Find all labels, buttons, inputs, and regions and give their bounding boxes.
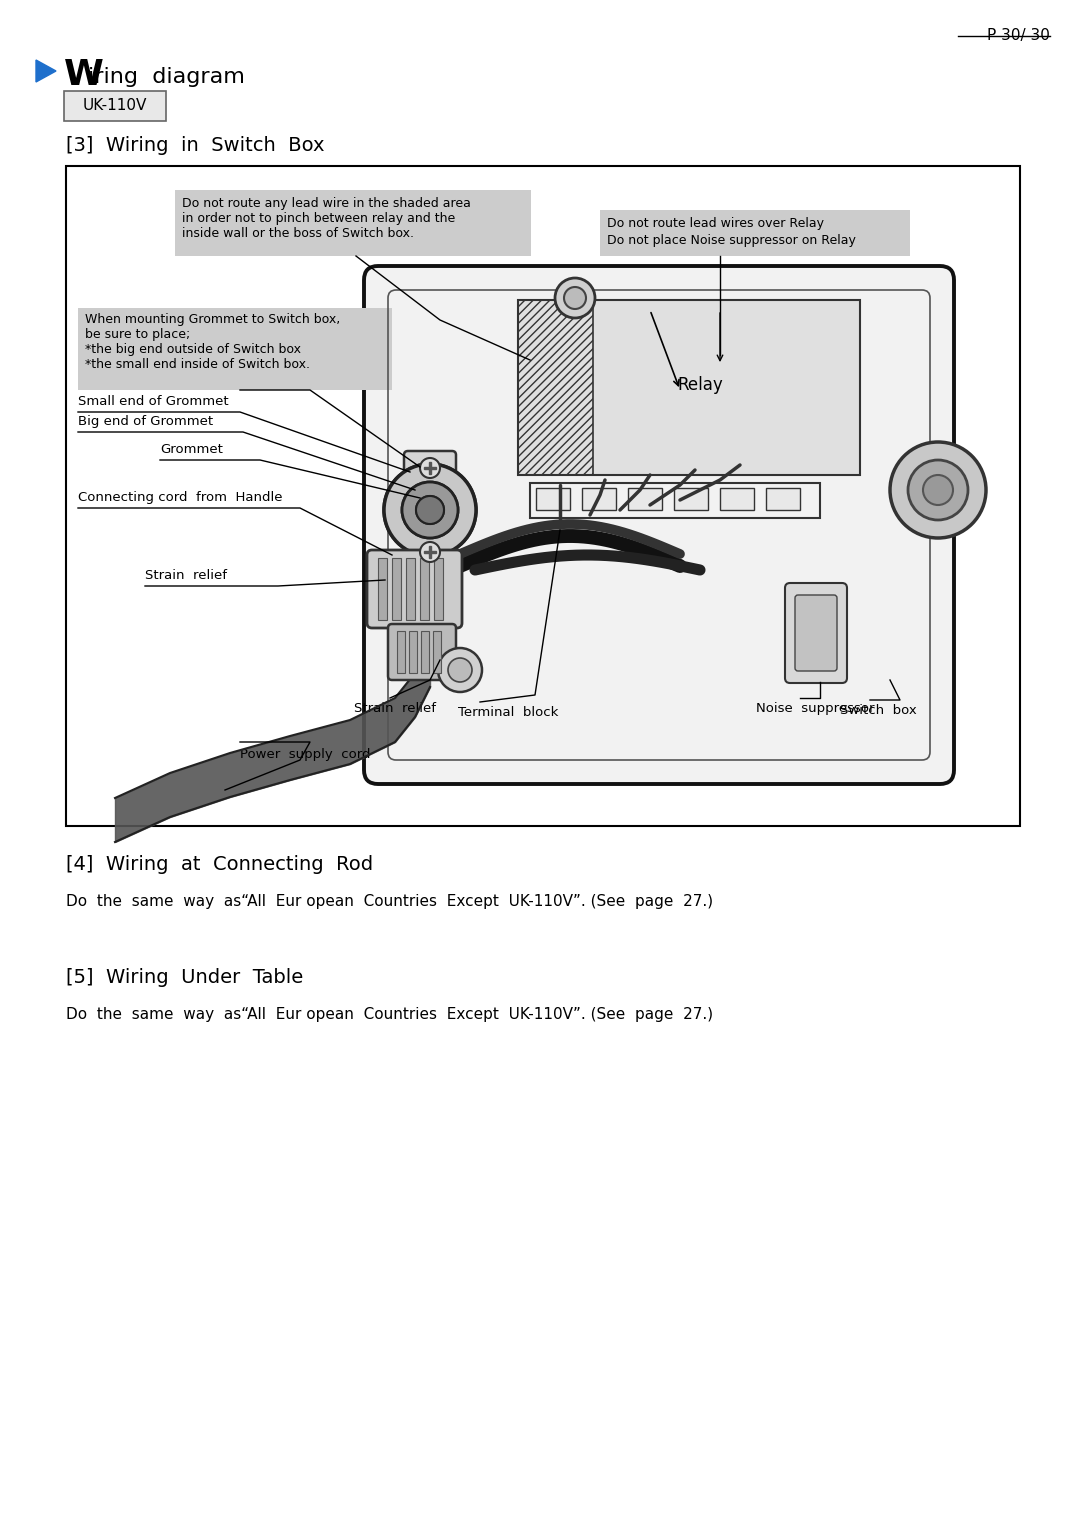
Circle shape [416,497,444,524]
Bar [378,558,387,620]
Bar [175,189,531,257]
Text: Big end of Grommet: Big end of Grommet [78,416,213,428]
FancyBboxPatch shape [364,266,954,784]
Text: Do  the  same  way  as“All  Eur opean  Countries  Except  UK-110V”. (See  page  : Do the same way as“All Eur opean Countri… [66,894,713,909]
Text: Do not place Noise suppressor on Relay: Do not place Noise suppressor on Relay [607,234,855,248]
Text: Switch  box: Switch box [840,704,917,717]
Bar [424,468,436,469]
Bar [600,209,910,257]
Circle shape [416,497,444,524]
Circle shape [438,648,482,692]
Bar [720,487,754,510]
Circle shape [890,442,986,538]
FancyBboxPatch shape [785,584,847,683]
Text: *the big end outside of Switch box: *the big end outside of Switch box [85,342,301,356]
FancyBboxPatch shape [404,451,456,571]
Circle shape [555,278,595,318]
Bar [433,631,441,672]
Circle shape [564,287,586,309]
FancyBboxPatch shape [388,623,456,680]
Text: Power  supply  cord: Power supply cord [240,749,370,761]
Bar [766,487,800,510]
Bar [78,309,392,390]
Text: Terminal  block: Terminal block [458,706,558,720]
Polygon shape [36,60,56,83]
Text: Noise  suppressor: Noise suppressor [756,701,875,715]
Text: W: W [64,58,104,92]
Bar [530,483,820,518]
Bar [627,487,662,510]
Bar [434,558,443,620]
Circle shape [402,481,458,538]
Circle shape [908,460,968,520]
Bar [429,545,431,558]
Text: Connecting cord  from  Handle: Connecting cord from Handle [78,490,283,504]
Bar [66,167,1020,827]
Text: Strain  relief: Strain relief [145,568,227,582]
FancyBboxPatch shape [795,594,837,671]
Text: inside wall or the boss of Switch box.: inside wall or the boss of Switch box. [183,228,414,240]
FancyBboxPatch shape [367,550,462,628]
Bar [421,631,429,672]
FancyBboxPatch shape [64,92,166,121]
Text: in order not to pinch between relay and the: in order not to pinch between relay and … [183,212,456,225]
Circle shape [448,659,472,681]
Circle shape [384,465,476,556]
Text: Relay: Relay [677,376,723,394]
Bar [582,487,616,510]
Bar [536,487,570,510]
Text: [4]  Wiring  at  Connecting  Rod: [4] Wiring at Connecting Rod [66,856,373,874]
Text: [5]  Wiring  Under  Table: [5] Wiring Under Table [66,969,303,987]
Text: Do  the  same  way  as“All  Eur opean  Countries  Except  UK-110V”. (See  page  : Do the same way as“All Eur opean Countri… [66,1007,713,1022]
Bar [674,487,708,510]
Text: P 30/ 30: P 30/ 30 [987,28,1050,43]
Text: When mounting Grommet to Switch box,: When mounting Grommet to Switch box, [85,313,340,325]
Bar [424,552,436,553]
Text: [3]  Wiring  in  Switch  Box: [3] Wiring in Switch Box [66,136,324,154]
Text: Strain  relief: Strain relief [354,701,436,715]
Bar [409,631,417,672]
Text: Small end of Grommet: Small end of Grommet [78,396,229,408]
Bar [518,299,860,475]
Circle shape [420,458,440,478]
Bar [518,299,593,475]
Text: *the small end inside of Switch box.: *the small end inside of Switch box. [85,358,310,371]
Bar [392,558,401,620]
Text: Grommet: Grommet [160,443,222,455]
Text: Do not route lead wires over Relay: Do not route lead wires over Relay [607,217,824,231]
Text: be sure to place;: be sure to place; [85,329,190,341]
Bar [420,558,429,620]
Bar [429,461,431,474]
Text: Do not route any lead wire in the shaded area: Do not route any lead wire in the shaded… [183,197,471,209]
Circle shape [402,481,458,538]
Circle shape [923,475,953,504]
Circle shape [420,542,440,562]
Text: iring  diagram: iring diagram [87,67,245,87]
Text: UK-110V: UK-110V [83,98,147,113]
Circle shape [384,465,476,556]
Bar [397,631,405,672]
Bar [406,558,415,620]
